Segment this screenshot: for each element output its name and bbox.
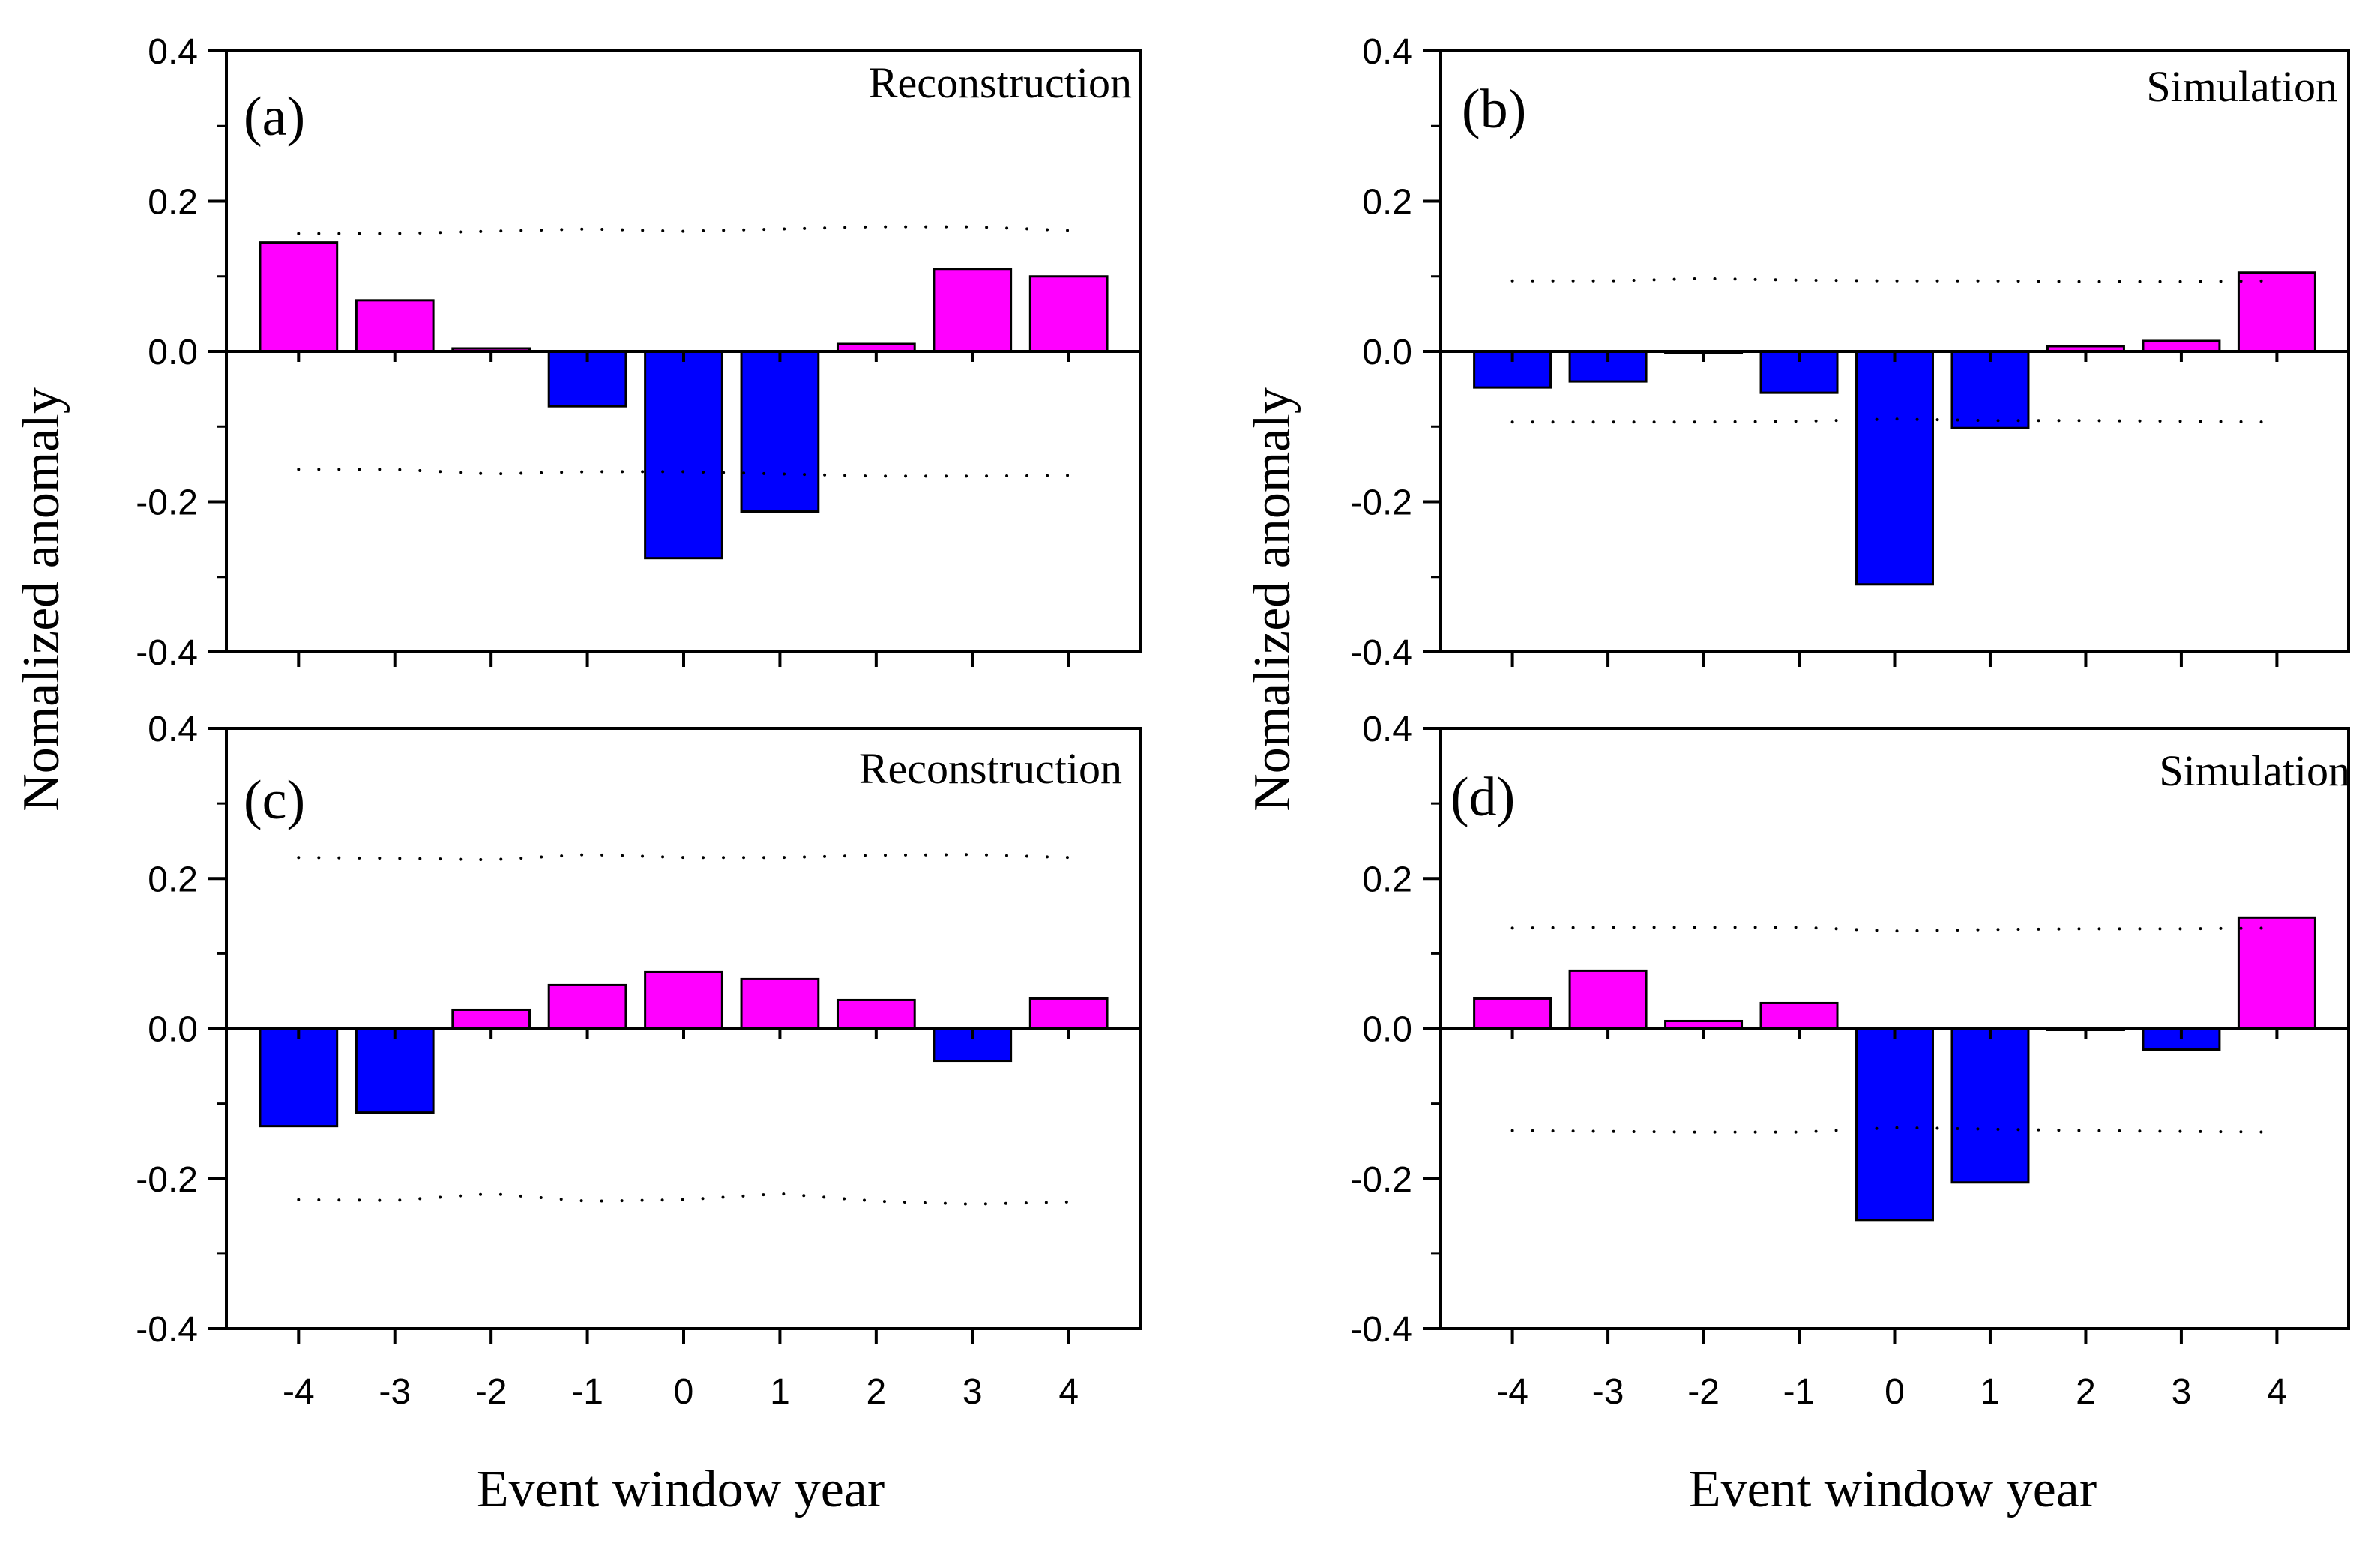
bar[interactable] [355, 299, 435, 353]
bar[interactable] [1855, 350, 1934, 586]
y-tick-label: 0.0 [1362, 1010, 1412, 1050]
upper-bound-line [1510, 926, 2279, 933]
lower-bound-line [297, 468, 1070, 478]
x-tick-label: -2 [1687, 1372, 1720, 1412]
y-tick-label: 0.0 [148, 1010, 198, 1050]
y-tick-label: 0.4 [148, 32, 198, 72]
y-tick-label: -0.2 [136, 1160, 198, 1200]
y-tick-label: -0.4 [1350, 1310, 1412, 1350]
y-tick-label: -0.4 [136, 1310, 198, 1350]
bar[interactable] [1028, 275, 1109, 353]
y-tick-label: 0.4 [1362, 710, 1412, 749]
bar[interactable] [644, 350, 723, 560]
bar[interactable] [1855, 1027, 1934, 1222]
panel-caption: Simulation [2159, 746, 2350, 795]
bar[interactable] [933, 268, 1013, 353]
x-tick-label: 0 [1885, 1372, 1905, 1412]
x-tick-label: 0 [674, 1372, 694, 1412]
panel-caption: Reconstruction [869, 58, 1132, 107]
panel-c: 0.4 0.2 0.0 -0.2 -0.4 -4 -3 -2 -1 0 1 2 3 4 (c) Reconst… [136, 710, 1142, 1412]
bar[interactable] [2237, 916, 2316, 1030]
x-axis-title-right: Event window year [1689, 1461, 2097, 1518]
x-tick-label: 3 [2172, 1372, 2192, 1412]
bar[interactable] [933, 1027, 1013, 1063]
bar[interactable] [259, 1027, 339, 1128]
y-tick-label: 0.0 [148, 333, 198, 372]
x-tick-label: 1 [1980, 1372, 2001, 1412]
panel-d: 0.4 0.2 0.0 -0.2 -0.4 -4 -3 -2 -1 0 1 2 3 4 (d) Simulat… [1350, 710, 2350, 1412]
bar[interactable] [1759, 1001, 1839, 1030]
y-tick-label: -0.2 [1350, 1160, 1412, 1200]
panel-caption: Simulation [2146, 62, 2337, 111]
y-tick-label: -0.4 [1350, 633, 1412, 673]
bar[interactable] [355, 1027, 435, 1114]
y-tick-label: 0.2 [148, 183, 198, 223]
panel-b: 0.4 0.2 0.0 -0.2 -0.4 (b) Simulation [1350, 32, 2350, 673]
panel-label: (b) [1462, 79, 1526, 140]
bar[interactable] [644, 970, 723, 1030]
bar[interactable] [1950, 1027, 2030, 1184]
bar[interactable] [259, 241, 339, 353]
upper-bound-line [297, 225, 1070, 235]
y-tick-label: -0.2 [136, 483, 198, 523]
x-axis-title-left: Event window year [477, 1461, 885, 1518]
x-tick-label: -4 [283, 1372, 315, 1412]
bar[interactable] [836, 998, 916, 1030]
panel-label: (a) [244, 86, 305, 148]
y-tick-label: -0.2 [1350, 483, 1412, 523]
panel-label: (d) [1450, 767, 1515, 828]
y-tick-label: 0.4 [1362, 32, 1412, 72]
y-axis-title-right: Nomalized anomaly [1244, 387, 1301, 812]
x-tick-label: 4 [1058, 1372, 1079, 1412]
upper-bound-line [1510, 277, 2279, 283]
x-tick-label: -3 [379, 1372, 411, 1412]
y-axis-title-left: Nomalized anomaly [13, 387, 70, 812]
bar[interactable] [1568, 969, 1648, 1030]
bar[interactable] [547, 983, 627, 1030]
bar[interactable] [2142, 339, 2221, 353]
y-tick-label: 0.0 [1362, 333, 1412, 372]
x-tick-label: 3 [962, 1372, 983, 1412]
bar[interactable] [451, 1008, 531, 1030]
x-tick-label: 2 [2076, 1372, 2096, 1412]
y-tick-label: 0.2 [1362, 860, 1412, 899]
bar[interactable] [2237, 271, 2316, 353]
x-tick-label: 2 [866, 1372, 886, 1412]
bar[interactable] [740, 350, 820, 513]
bar[interactable] [1473, 997, 1552, 1030]
y-tick-label: -0.4 [136, 633, 198, 673]
bar[interactable] [1028, 997, 1109, 1030]
y-tick-label: 0.2 [1362, 183, 1412, 223]
x-tick-label: 4 [2267, 1372, 2287, 1412]
y-tick-label: 0.2 [148, 860, 198, 899]
x-tick-label: -1 [571, 1372, 603, 1412]
panel-label: (c) [244, 770, 305, 831]
bar[interactable] [1473, 350, 1552, 389]
upper-bound-line [297, 853, 1070, 862]
panel-caption: Reconstruction [859, 744, 1122, 793]
x-tick-label: -2 [475, 1372, 507, 1412]
panel-a: 0.4 0.2 0.0 -0.2 -0.4 (a) Reconstruction [136, 32, 1142, 673]
x-tick-label: -1 [1783, 1372, 1816, 1412]
x-tick-label: 1 [770, 1372, 790, 1412]
y-tick-label: 0.4 [148, 710, 198, 749]
bar[interactable] [1950, 350, 2030, 429]
x-tick-label: -3 [1592, 1372, 1624, 1412]
lower-bound-line [297, 1192, 1070, 1206]
x-tick-label: -4 [1496, 1372, 1528, 1412]
panels: 0.4 0.2 0.0 -0.2 -0.4 (a) Reconstruction 0.4 0.2… [136, 32, 2350, 1412]
bar[interactable] [740, 977, 820, 1030]
